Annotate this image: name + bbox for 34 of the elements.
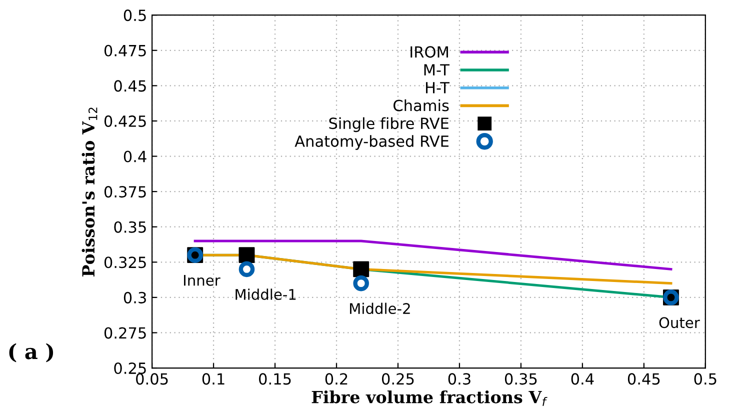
y-tick-label: 0.25 <box>114 362 146 374</box>
y-axis-title: Poisson's ratio V$_{12}$ <box>82 108 98 276</box>
annotation: Middle-1 <box>236 288 296 300</box>
x-axis-title: Fibre volume fractions V$_{f}$ <box>312 390 548 406</box>
y-tick-label: 0.35 <box>114 221 146 233</box>
x-tick-label: 0.4 <box>571 373 594 385</box>
y-tick-label: 0.45 <box>114 80 146 92</box>
legend-label: M-T <box>424 64 450 76</box>
x-tick-label: 0.5 <box>694 373 716 385</box>
annotation: Outer <box>659 317 700 328</box>
legend-label: Chamis <box>394 99 449 112</box>
annotation: Middle-2 <box>350 302 410 314</box>
annotation: Inner <box>184 274 220 286</box>
y-tick-label: 0.5 <box>124 10 146 22</box>
y-tick-label: 0.275 <box>104 327 146 339</box>
x-tick-label: 0.1 <box>202 373 224 385</box>
text: ( a ) <box>9 343 54 362</box>
x-tick-label: 0.3 <box>448 373 470 385</box>
legend-label: Single fibre RVE <box>329 117 448 132</box>
x-tick-label: 0.05 <box>136 373 168 385</box>
x-tick-label: 0.35 <box>504 373 537 385</box>
x-tick-label: 0.45 <box>628 373 660 385</box>
y-tick-label: 0.375 <box>104 186 146 198</box>
y-tick-label: 0.4 <box>124 150 146 162</box>
x-tick-label: 0.25 <box>382 373 414 385</box>
y-tick-label: 0.3 <box>124 292 146 304</box>
legend-label: IROM <box>410 46 448 58</box>
x-tick-label: 0.15 <box>259 373 291 385</box>
x-tick-label: 0.2 <box>325 373 348 385</box>
y-tick-label: 0.325 <box>104 256 146 268</box>
y-tick-label: 0.425 <box>104 115 146 127</box>
legend-label: H-T <box>426 82 450 94</box>
y-tick-label: 0.475 <box>104 44 146 56</box>
legend-label: Anatomy-based RVE <box>294 135 448 150</box>
